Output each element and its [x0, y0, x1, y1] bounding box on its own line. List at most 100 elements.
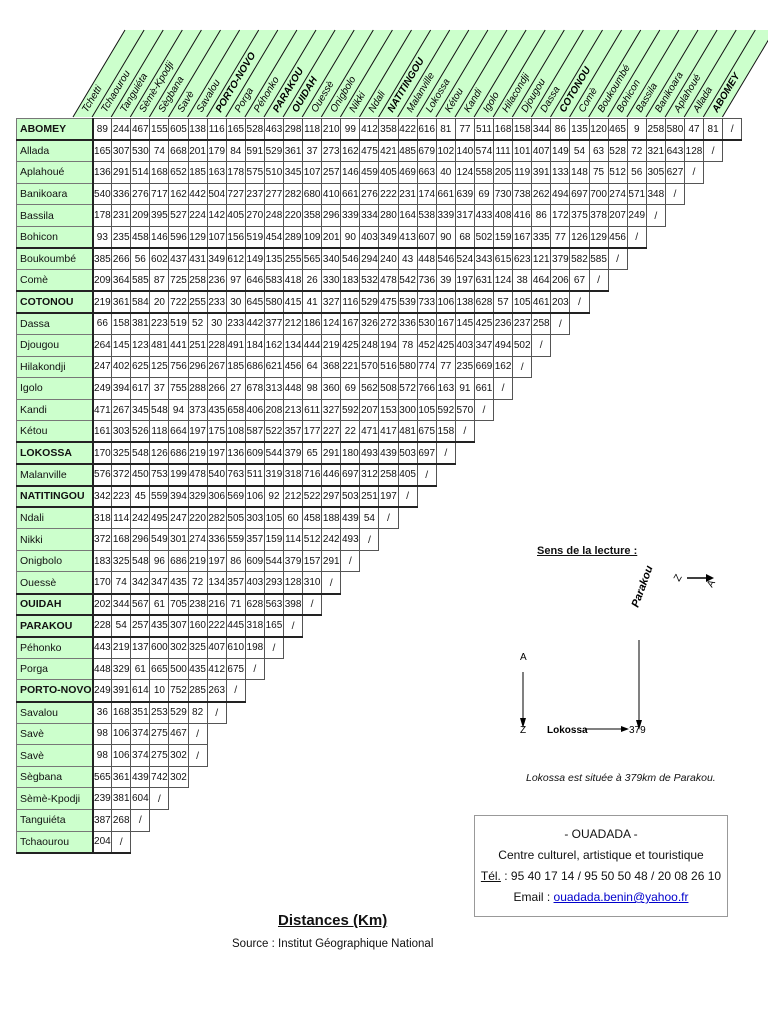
distance-cell: 686: [244, 355, 265, 379]
distance-cell: 722: [168, 290, 189, 314]
distance-cell: 128: [282, 571, 304, 595]
distance-cell: 446: [321, 463, 342, 487]
distance-cell: 170: [92, 441, 113, 465]
distance-cell: 167: [340, 312, 361, 335]
distance-cell: 558: [473, 161, 495, 184]
distance-cell: 162: [493, 355, 514, 379]
distance-cell: 198: [244, 636, 265, 659]
table-row: Aplahoué 136 291 514 168 652 185 163 178 575 510 34…: [15, 161, 742, 184]
distance-cell: 491: [225, 333, 246, 357]
table-row: Tchaourou 204/: [15, 830, 742, 854]
email-link[interactable]: ouadada.benin@yahoo.fr: [553, 890, 689, 904]
distance-cell: 458: [302, 506, 323, 530]
row-label: Aplahoué: [15, 161, 94, 184]
distance-cell: 471: [92, 398, 113, 422]
distance-cell: 505: [225, 506, 246, 530]
contact-name: - OUADADA -: [564, 827, 638, 841]
distance-cell: 727: [225, 182, 246, 206]
distance-cell: 669: [473, 355, 495, 379]
distance-cell: 425: [473, 312, 495, 335]
distance-cell: 90: [435, 225, 456, 250]
distance-cell: 257: [321, 161, 342, 184]
distance-cell: 442: [187, 182, 208, 206]
distance-cell: 540: [92, 182, 113, 206]
row-label: NATITINGOU: [15, 485, 94, 509]
row-label: Tchaourou: [15, 830, 94, 854]
distance-cell: 253: [149, 701, 170, 724]
distance-cell: 339: [435, 204, 456, 227]
distance-cell: 288: [187, 377, 208, 400]
diagonal-cell: /: [512, 355, 533, 379]
distance-cell: 303: [244, 506, 265, 530]
distance-cell: 148: [569, 161, 590, 184]
distance-cell: 381: [111, 787, 132, 810]
distance-cell: 105: [416, 398, 437, 422]
distance-cell: 205: [493, 161, 514, 184]
distance-cell: 273: [321, 139, 342, 163]
diagonal-cell: /: [493, 377, 514, 400]
distance-cell: 106: [111, 744, 132, 767]
distance-cell: 416: [512, 204, 533, 227]
distance-cell: 546: [435, 247, 456, 271]
distance-cell: 522: [263, 420, 285, 444]
distance-cell: 231: [111, 204, 132, 227]
table-row: PARAKOU 228 54 257 435 307 160 222 445 318 165/: [15, 614, 742, 638]
distance-cell: 74: [149, 139, 170, 163]
distance-cell: 165: [92, 139, 113, 163]
distance-cell: 700: [588, 182, 609, 206]
distance-cell: 627: [664, 161, 685, 184]
distance-cell: 422: [397, 118, 418, 142]
distance-cell: 249: [92, 377, 113, 400]
distance-cell: 342: [92, 485, 113, 509]
distance-cell: 251: [359, 485, 380, 509]
distance-cell: 57: [493, 290, 514, 314]
distance-cell: 559: [149, 485, 170, 509]
distance-cell: 658: [225, 398, 246, 422]
distance-cell: 417: [378, 420, 399, 444]
distance-cell: 63: [588, 139, 609, 163]
distance-cell: 469: [397, 161, 418, 184]
distance-cell: 129: [588, 225, 609, 250]
distance-cell: 270: [244, 204, 265, 227]
distance-cell: 72: [187, 571, 208, 595]
distance-cell: 349: [206, 247, 227, 271]
diagonal-cell: /: [683, 161, 705, 184]
distance-cell: 686: [168, 441, 189, 465]
distance-cell: 562: [359, 377, 380, 400]
row-label: Onigbolo: [15, 549, 94, 573]
diagonal-cell: /: [569, 290, 590, 314]
distance-cell: 247: [168, 506, 189, 530]
legend-col-label: Parakou: [630, 564, 656, 609]
row-label: Savè: [15, 722, 94, 746]
distance-cell: 675: [225, 657, 246, 681]
distance-cell: 548: [130, 441, 151, 465]
diagonal-cell: /: [282, 614, 304, 638]
diagonal-cell: /: [340, 549, 361, 573]
distance-cell: 329: [187, 485, 208, 509]
diagonal-cell: /: [321, 571, 342, 595]
distance-cell: 493: [359, 441, 380, 465]
distance-cell: 236: [493, 312, 514, 335]
distance-cell: 54: [359, 506, 380, 530]
distance-cell: 512: [607, 161, 628, 184]
distance-cell: 291: [321, 549, 342, 573]
distance-cell: 342: [130, 571, 151, 595]
distance-cell: 448: [282, 377, 304, 400]
diagonal-cell: /: [302, 593, 323, 617]
distance-cell: 126: [149, 441, 170, 465]
distance-cell: 405: [378, 161, 399, 184]
distance-cell: 298: [282, 118, 304, 142]
distance-cell: 145: [454, 312, 475, 335]
distance-cell: 219: [187, 549, 208, 573]
distance-cell: 302: [168, 765, 189, 789]
distance-cell: 592: [435, 398, 456, 422]
distance-cell: 522: [302, 485, 323, 509]
distance-cell: 27: [225, 377, 246, 400]
distance-cell: 168: [111, 701, 132, 724]
distance-cell: 305: [645, 161, 666, 184]
distance-cell: 516: [378, 355, 399, 379]
distance-cell: 142: [206, 204, 227, 227]
distance-cell: 716: [302, 463, 323, 487]
distance-cell: 661: [435, 182, 456, 206]
distance-cell: 529: [263, 139, 285, 163]
